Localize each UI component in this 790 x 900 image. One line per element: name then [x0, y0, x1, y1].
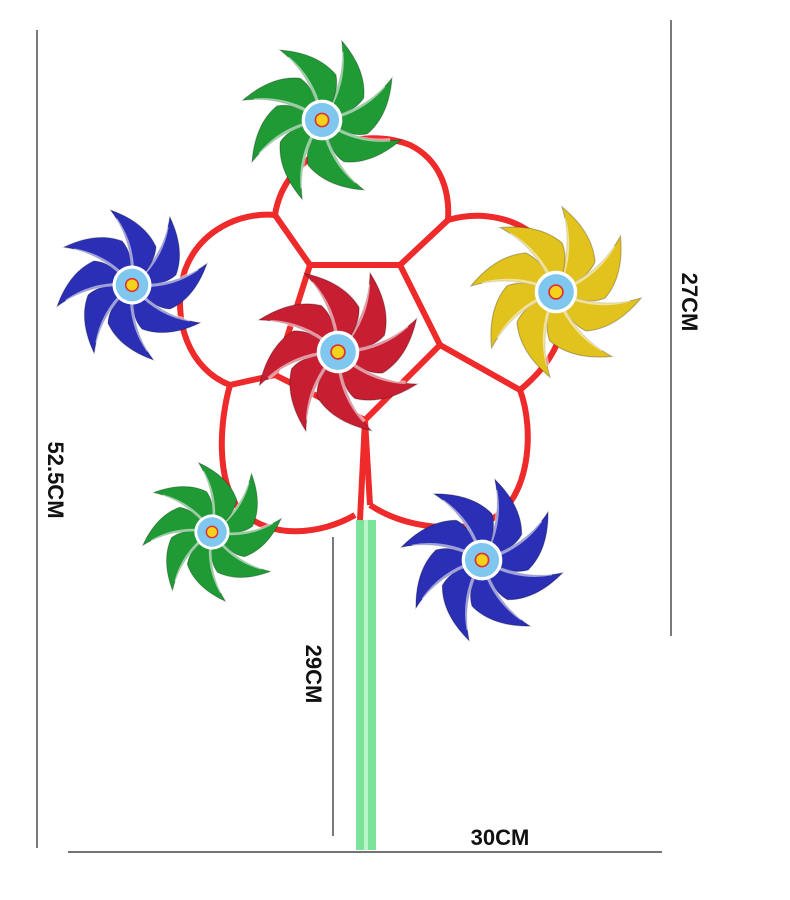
- pinwheel-gold: [452, 188, 660, 396]
- pinwheel-green-top: [236, 34, 408, 206]
- pinwheel-blue-bottom: [389, 467, 575, 653]
- stick-highlight: [364, 520, 368, 850]
- pinwheel-blue-left: [32, 185, 233, 386]
- frame-height-label: 27CM: [677, 273, 702, 332]
- stick-length-label: 29CM: [301, 645, 326, 704]
- width-label: 30CM: [471, 825, 530, 850]
- total-height-label: 52.5CM: [43, 441, 68, 518]
